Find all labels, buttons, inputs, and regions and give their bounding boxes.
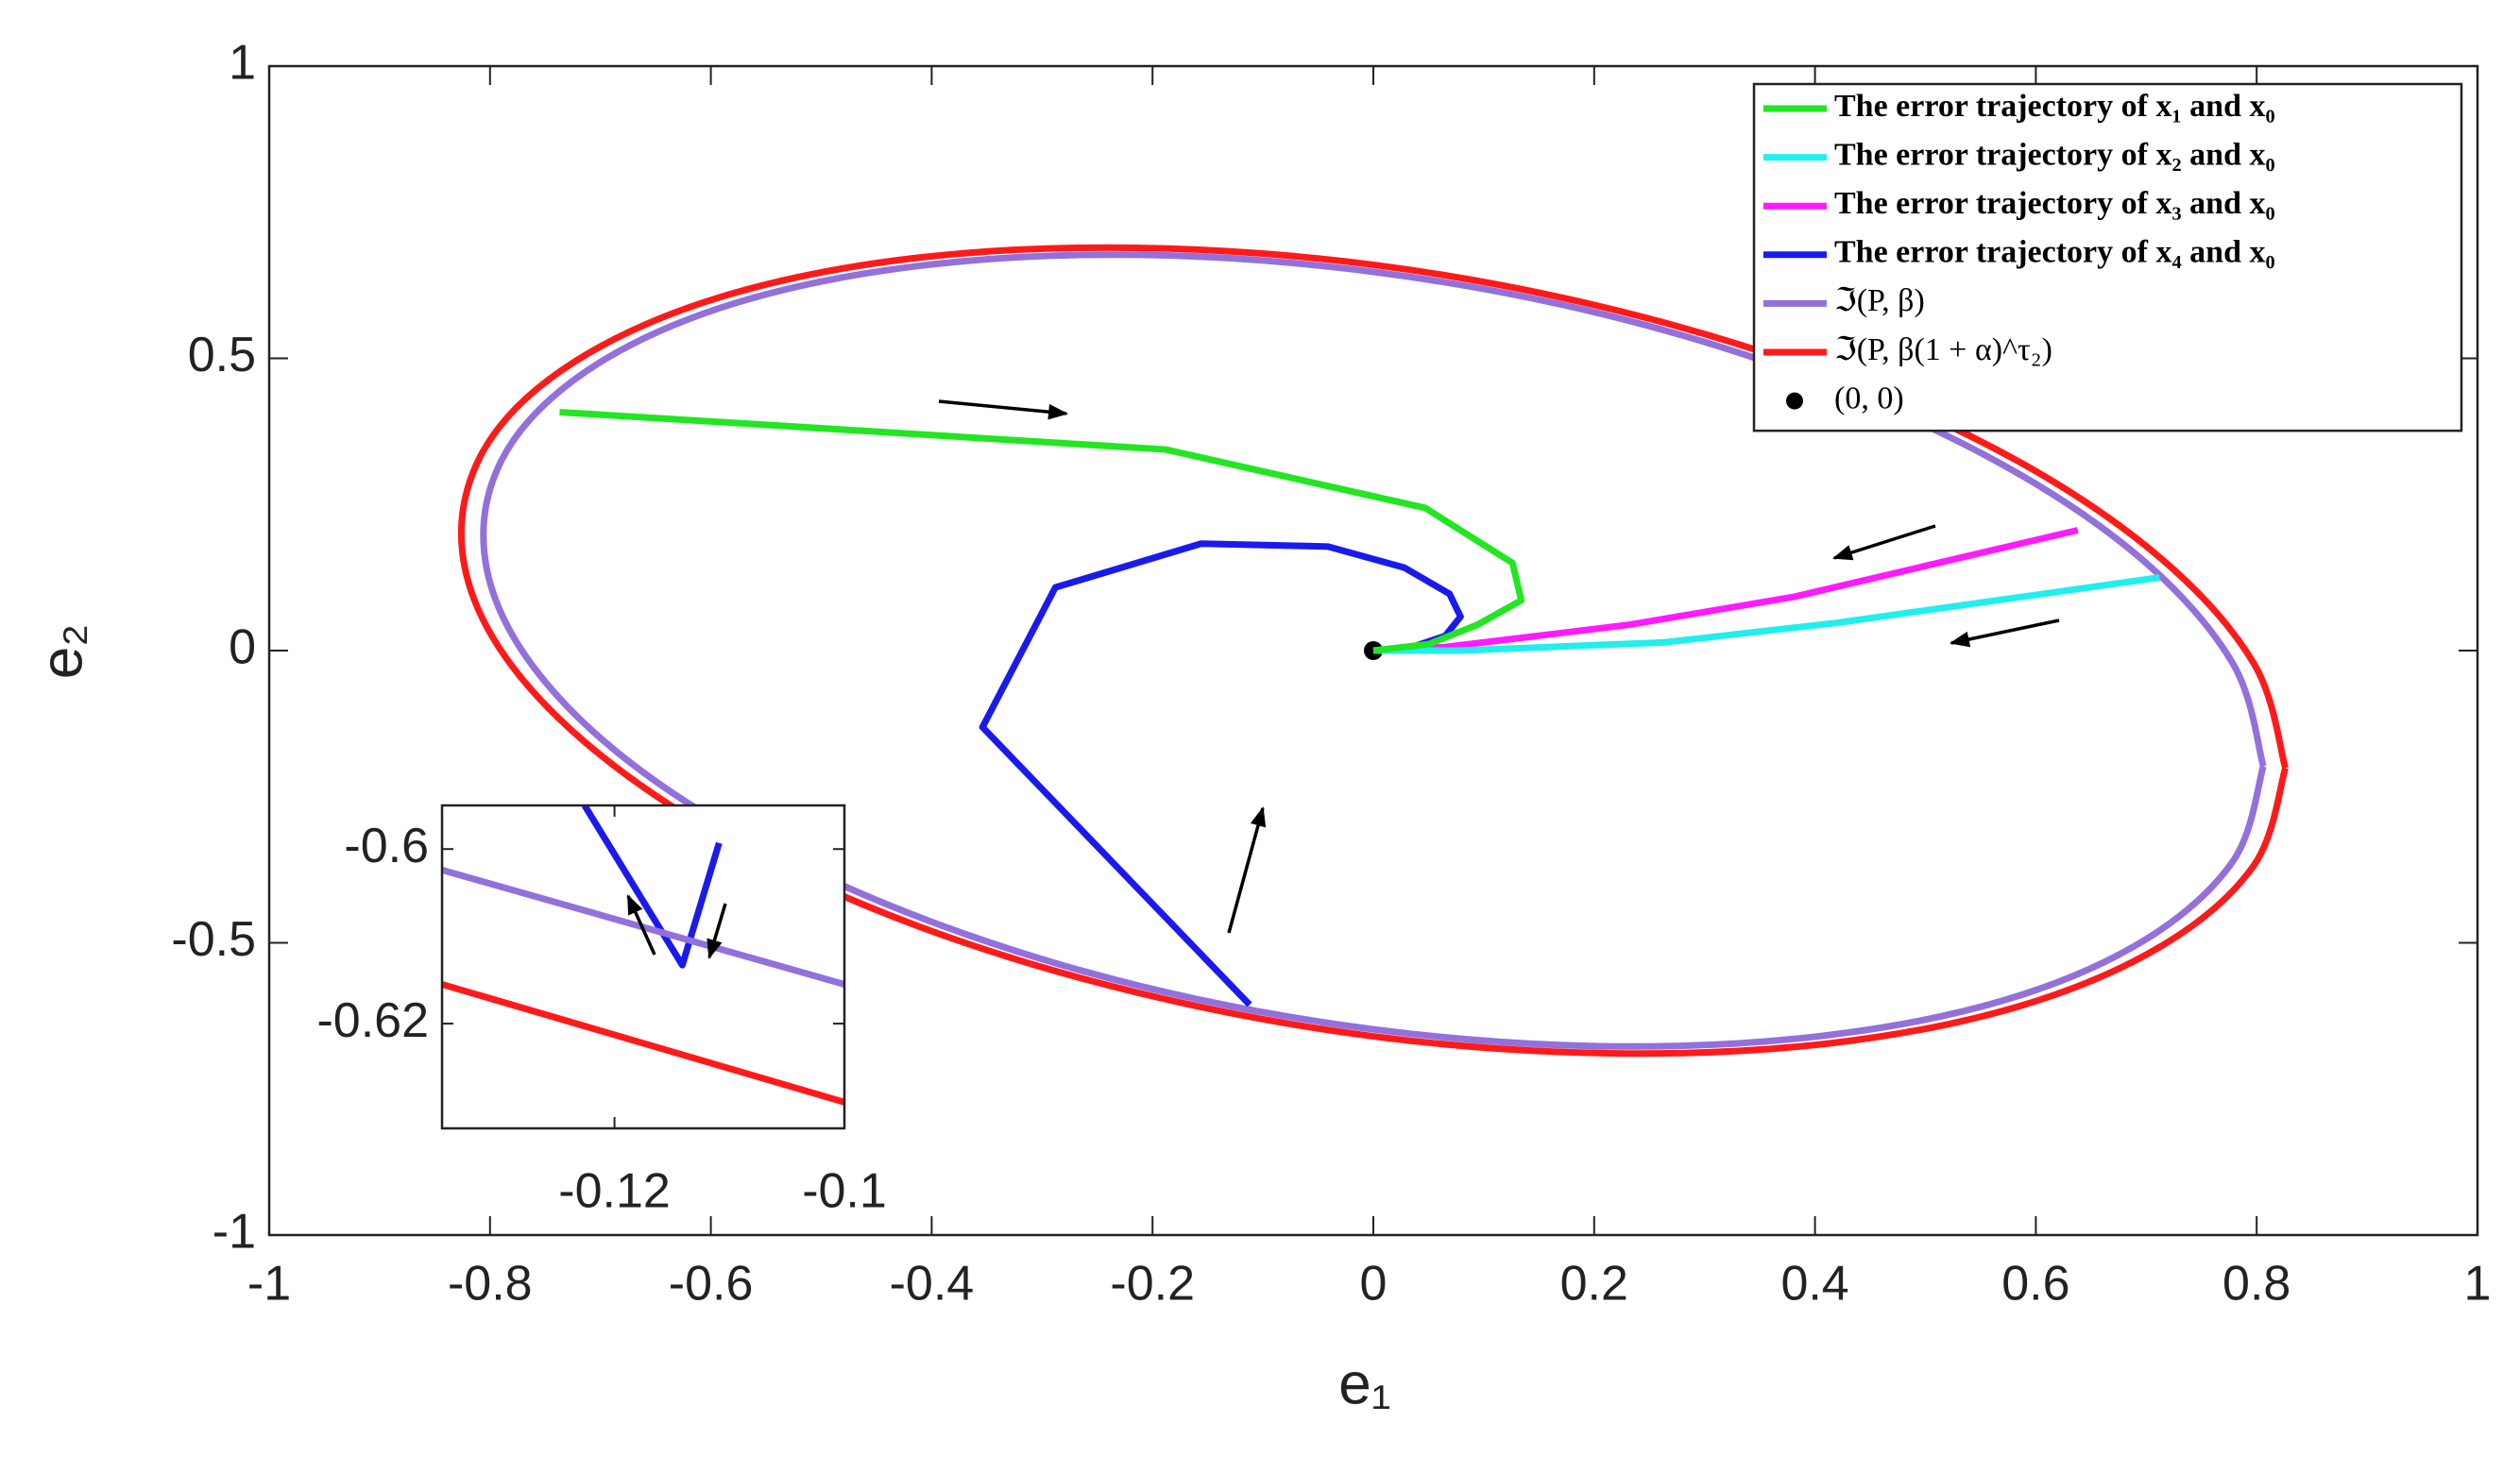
series-line [442,981,844,1106]
y-tick-label: -1 [213,1205,256,1260]
x-tick-label: 0.8 [2222,1257,2290,1312]
x-tick-label: -1 [247,1257,291,1312]
y-axis-label: e₂ [29,624,94,680]
x-tick-label: 0 [1360,1257,1388,1312]
arrow [707,903,727,960]
y-tick-label: 1 [229,36,256,91]
x-tick-label: 1 [2464,1257,2492,1312]
legend-label: The error trajectory of x₄ and x₀ [1834,235,2275,270]
y-tick-label: -0.62 [316,993,429,1048]
inset-arrows [626,894,727,960]
series-line [559,408,1525,654]
legend-label: The error trajectory of x₁ and x₀ [1834,89,2275,124]
legend-label: The error trajectory of x₃ and x₀ [1834,186,2275,221]
x-tick-label: -0.8 [448,1257,533,1312]
series-line [1373,574,2160,654]
x-tick-label: -0.12 [558,1164,671,1219]
series-line [581,805,723,969]
arrow [1227,805,1267,934]
x-tick-label: 0.6 [2001,1257,2069,1312]
arrow [626,894,656,956]
axes-box [440,804,846,1130]
legend: The error trajectory of x₁ and x₀ The err… [1752,82,2463,432]
arrow [938,399,1069,420]
axes-box [267,64,2479,1237]
y-tick-label: -0.5 [171,912,256,967]
legend-label: ℑ(P, β(1 + α)^τ₂) [1834,332,2052,367]
legend-marker [1786,392,1803,410]
x-tick-label: 0.4 [1780,1257,1848,1312]
legend-label: ℑ(P, β) [1834,283,1925,318]
legend-label: The error trajectory of x₂ and x₀ [1834,137,2275,172]
x-tick-label: -0.2 [1110,1257,1195,1312]
inset-plot: -0.12 -0.1 -0.62 -0.6 [316,804,887,1219]
x-axis-label: e₁ [1338,1351,1390,1416]
y-tick-label: 0.5 [188,328,256,382]
legend-box [1752,82,2463,432]
x-tick-label: -0.4 [890,1257,975,1312]
x-tick-label: -0.1 [802,1164,887,1219]
x-tick-label: -0.6 [669,1257,754,1312]
arrows [938,399,2060,934]
legend-label: (0, 0) [1834,381,1904,415]
x-tick-label: 0.2 [1560,1257,1628,1312]
y-tick-label: 0 [229,620,256,675]
arrow [1949,618,2060,648]
y-tick-label: -0.6 [344,819,429,873]
arrow [1831,524,1936,561]
